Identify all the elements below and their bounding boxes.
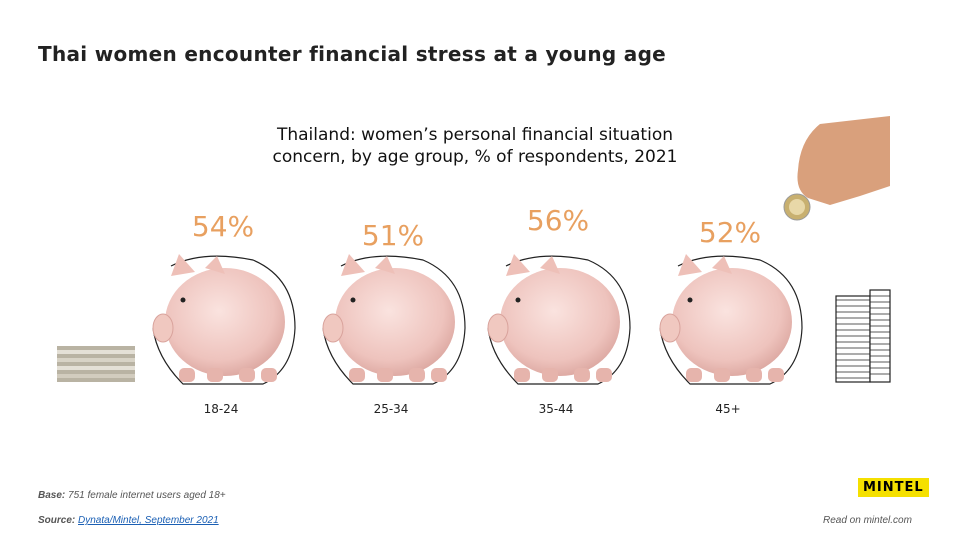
pig-eye — [515, 297, 521, 303]
pig-ear — [341, 254, 365, 276]
pig-ear — [712, 256, 732, 274]
pig-leg — [514, 368, 530, 382]
value-label: 56% — [527, 204, 589, 237]
pig-ear — [540, 256, 560, 274]
category-label: 35-44 — [539, 402, 574, 416]
pig-leg — [714, 368, 730, 382]
hand — [783, 116, 890, 221]
pig-leg — [239, 368, 255, 382]
pig-snout — [322, 313, 344, 343]
pig-leg — [409, 368, 425, 382]
pig-outline — [487, 255, 631, 385]
base-note: Base: 751 female internet users aged 18+ — [38, 490, 226, 501]
logo: MINTEL — [858, 478, 929, 497]
piggy-bank — [487, 254, 631, 385]
pig-leg — [377, 368, 393, 382]
piggy-bank — [659, 254, 803, 385]
pig-outline — [659, 255, 803, 385]
slide-title: Thai women encounter financial stress at… — [38, 42, 667, 66]
pig-ear — [205, 256, 225, 274]
pig-body — [335, 268, 455, 376]
category-label: 18-24 — [204, 402, 239, 416]
pig-snout — [659, 313, 681, 343]
pig-ear — [375, 256, 395, 274]
pig-leg — [542, 368, 558, 382]
pig-body — [165, 268, 285, 376]
pig-ear — [506, 254, 530, 276]
value-label: 52% — [699, 216, 761, 249]
source-link[interactable]: Dynata/Mintel, September 2021 — [78, 515, 219, 526]
read-more: Read on mintel.com — [823, 515, 912, 526]
pig-snout — [487, 313, 509, 343]
base-label: Base: — [38, 490, 66, 501]
pig-outline — [322, 255, 466, 385]
category-label: 45+ — [715, 402, 740, 416]
pig-leg — [574, 368, 590, 382]
pig-leg — [746, 368, 762, 382]
pig-body — [672, 268, 792, 376]
coin-stack — [835, 289, 891, 383]
pig-leg — [261, 368, 277, 382]
pig-outline — [152, 255, 296, 385]
value-label: 54% — [192, 210, 254, 243]
pig-leg — [431, 368, 447, 382]
base-text: 751 female internet users aged 18+ — [68, 490, 226, 501]
pig-leg — [768, 368, 784, 382]
pig-eye — [687, 297, 693, 303]
pig-body — [500, 268, 620, 376]
pig-leg — [179, 368, 195, 382]
pig-ear — [678, 254, 702, 276]
piggy-bank — [322, 254, 466, 385]
money-stack — [57, 346, 135, 382]
pig-leg — [207, 368, 223, 382]
pig-eye — [180, 297, 186, 303]
pig-snout — [152, 313, 174, 343]
pig-leg — [686, 368, 702, 382]
pig-leg — [349, 368, 365, 382]
pig-ear — [171, 254, 195, 276]
source-label: Source: — [38, 515, 76, 526]
pig-leg — [596, 368, 612, 382]
chart-title: Thailand: women’s personal financial sit… — [272, 125, 678, 167]
pig-eye — [350, 297, 356, 303]
coin-lines — [836, 295, 890, 379]
value-label: 51% — [362, 219, 424, 252]
source-note: Source: Dynata/Mintel, September 2021 — [38, 515, 219, 526]
category-label: 25-34 — [374, 402, 409, 416]
piggy-bank — [152, 254, 296, 385]
